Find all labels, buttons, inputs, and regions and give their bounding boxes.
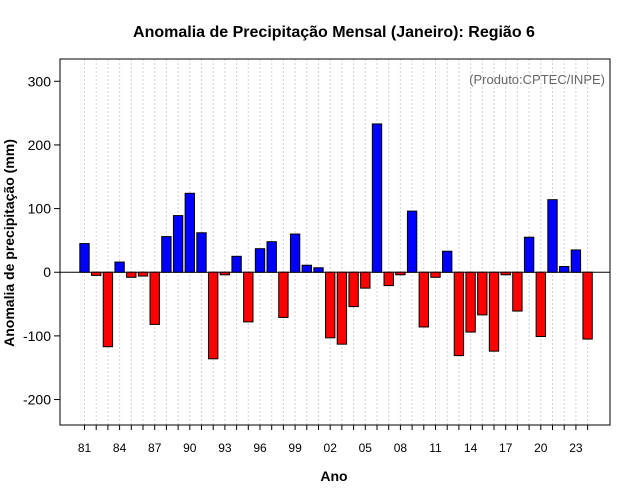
x-axis-label: Ano <box>320 468 347 484</box>
x-tick-label: 05 <box>359 441 373 455</box>
bar-1985 <box>126 271 137 278</box>
x-tick-label: 84 <box>113 441 127 455</box>
bar-2002 <box>325 271 336 339</box>
bar-2006 <box>371 123 383 273</box>
bar-2005 <box>360 271 371 289</box>
bar-1986 <box>137 271 149 277</box>
bar-1987 <box>149 271 160 325</box>
x-tick-label: 08 <box>394 441 408 455</box>
bar-1989 <box>172 215 184 273</box>
bar-2024 <box>582 271 593 340</box>
x-tick-label: 96 <box>253 441 267 455</box>
x-tick-label: 99 <box>288 441 302 455</box>
x-tick-label: 20 <box>534 441 548 455</box>
y-tick-label: 0 <box>43 264 51 280</box>
bar-1998 <box>278 271 289 318</box>
bar-2004 <box>348 271 359 308</box>
bar-1981 <box>79 243 90 273</box>
source-annotation: (Produto:CPTEC/INPE) <box>469 72 605 87</box>
bar-2023 <box>570 249 582 273</box>
plot-frame <box>59 58 611 426</box>
bar-2012 <box>442 250 453 273</box>
bar-1988 <box>161 236 172 273</box>
bar-2015 <box>477 271 488 316</box>
chart-title: Anomalia de Precipitação Mensal (Janeiro… <box>133 24 535 41</box>
x-tick-label: 93 <box>218 441 232 455</box>
y-tick-label: -200 <box>23 392 51 408</box>
bar-2003 <box>336 271 348 345</box>
bar-2008 <box>395 271 406 276</box>
bar-2016 <box>488 271 500 352</box>
bar-2014 <box>465 271 476 333</box>
bar-1983 <box>102 271 114 348</box>
bar-1999 <box>289 233 301 273</box>
bar-2018 <box>512 271 523 312</box>
y-tick-label: 300 <box>28 73 52 89</box>
bar-1991 <box>196 232 207 273</box>
bar-1982 <box>91 271 102 276</box>
x-tick-label: 14 <box>464 441 478 455</box>
y-tick-label: -100 <box>23 328 51 344</box>
bar-2013 <box>453 271 465 357</box>
bar-1997 <box>266 241 277 273</box>
bar-2011 <box>430 271 441 278</box>
x-tick-label: 87 <box>148 441 162 455</box>
bar-2000 <box>301 264 312 273</box>
y-tick-label: 100 <box>28 201 52 217</box>
x-tick-label: 90 <box>183 441 197 455</box>
bar-2009 <box>406 210 418 273</box>
x-axis: 81 84 87 90 93 96 99 02 05 08 11 14 17 20 23 <box>78 425 589 455</box>
bar-2021 <box>547 199 558 273</box>
grid-layer <box>84 59 589 425</box>
x-tick-label: 11 <box>429 441 442 455</box>
bar-1990 <box>184 192 195 273</box>
bar-2020 <box>535 271 546 338</box>
y-axis-label: Anomalia de precipitação (mm) <box>1 139 17 347</box>
bar-2019 <box>523 236 535 273</box>
x-tick-label: 02 <box>324 441 338 455</box>
bar-1994 <box>231 255 242 273</box>
bar-2001 <box>313 267 324 273</box>
bar-1984 <box>114 261 125 273</box>
x-tick-label: 23 <box>569 441 583 455</box>
bar-2022 <box>559 266 570 273</box>
x-tick-label: 17 <box>499 441 513 455</box>
x-tick-label: 81 <box>78 441 92 455</box>
bars-layer <box>79 123 593 360</box>
bar-1996 <box>254 248 266 273</box>
bar-1993 <box>219 271 231 276</box>
bar-2017 <box>500 271 511 276</box>
y-tick-label: 200 <box>28 137 52 153</box>
bar-2010 <box>418 271 429 328</box>
bar-2007 <box>383 271 394 287</box>
bar-1992 <box>208 271 219 360</box>
y-axis: -200 -100 0 100 200 300 <box>23 73 60 408</box>
bar-1995 <box>243 271 254 323</box>
